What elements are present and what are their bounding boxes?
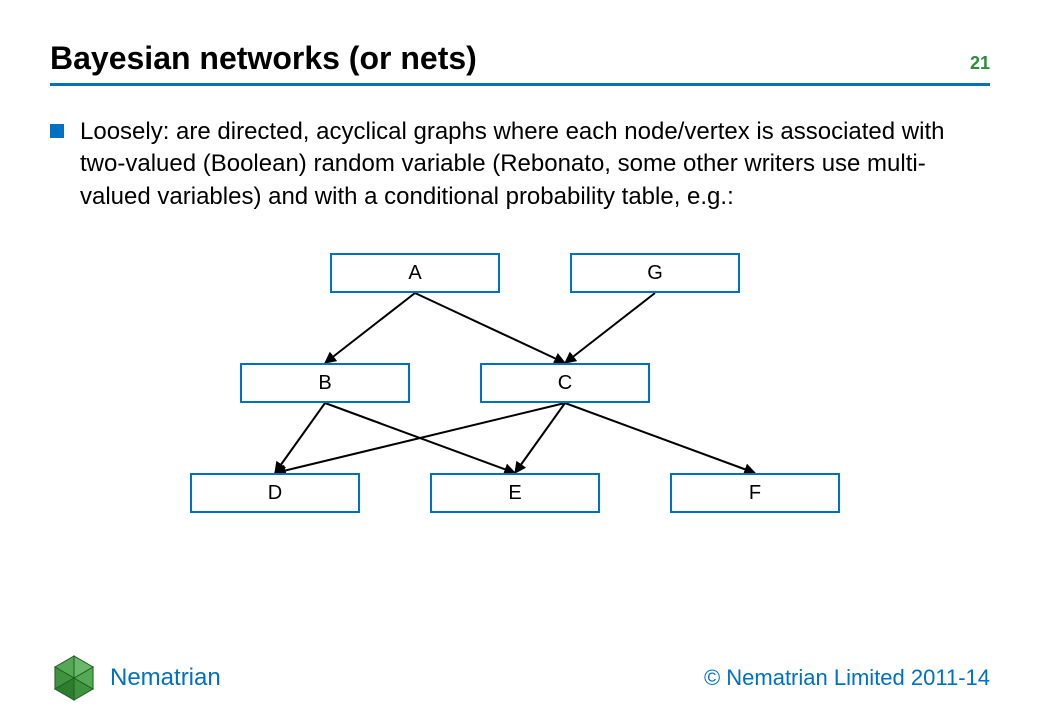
node-d: D xyxy=(190,473,360,513)
node-a: A xyxy=(330,253,500,293)
bullet-item: Loosely: are directed, acyclical graphs … xyxy=(50,116,990,213)
edge-a-b xyxy=(325,293,415,363)
slide-header: Bayesian networks (or nets) 21 xyxy=(50,40,990,77)
logo-icon xyxy=(50,654,98,702)
node-c: C xyxy=(480,363,650,403)
node-e: E xyxy=(430,473,600,513)
edge-a-c xyxy=(415,293,565,363)
footer-left: Nematrian xyxy=(50,654,221,702)
slide: Bayesian networks (or nets) 21 Loosely: … xyxy=(0,0,1040,720)
bullet-text: Loosely: are directed, acyclical graphs … xyxy=(80,116,990,213)
slide-footer: Nematrian © Nematrian Limited 2011-14 xyxy=(0,654,1040,702)
bullet-icon xyxy=(50,124,64,138)
node-f: F xyxy=(670,473,840,513)
bayes-net-diagram: A G B C D E F xyxy=(50,243,990,563)
node-b: B xyxy=(240,363,410,403)
copyright-text: © Nematrian Limited 2011-14 xyxy=(704,665,990,691)
slide-title: Bayesian networks (or nets) xyxy=(50,40,477,77)
diagram-edges xyxy=(50,243,990,563)
brand-text: Nematrian xyxy=(110,664,221,692)
node-g: G xyxy=(570,253,740,293)
edge-g-c xyxy=(565,293,655,363)
edge-c-f xyxy=(565,403,755,473)
slide-body: Loosely: are directed, acyclical graphs … xyxy=(50,116,990,563)
page-number: 21 xyxy=(970,53,990,74)
title-rule xyxy=(50,83,990,86)
